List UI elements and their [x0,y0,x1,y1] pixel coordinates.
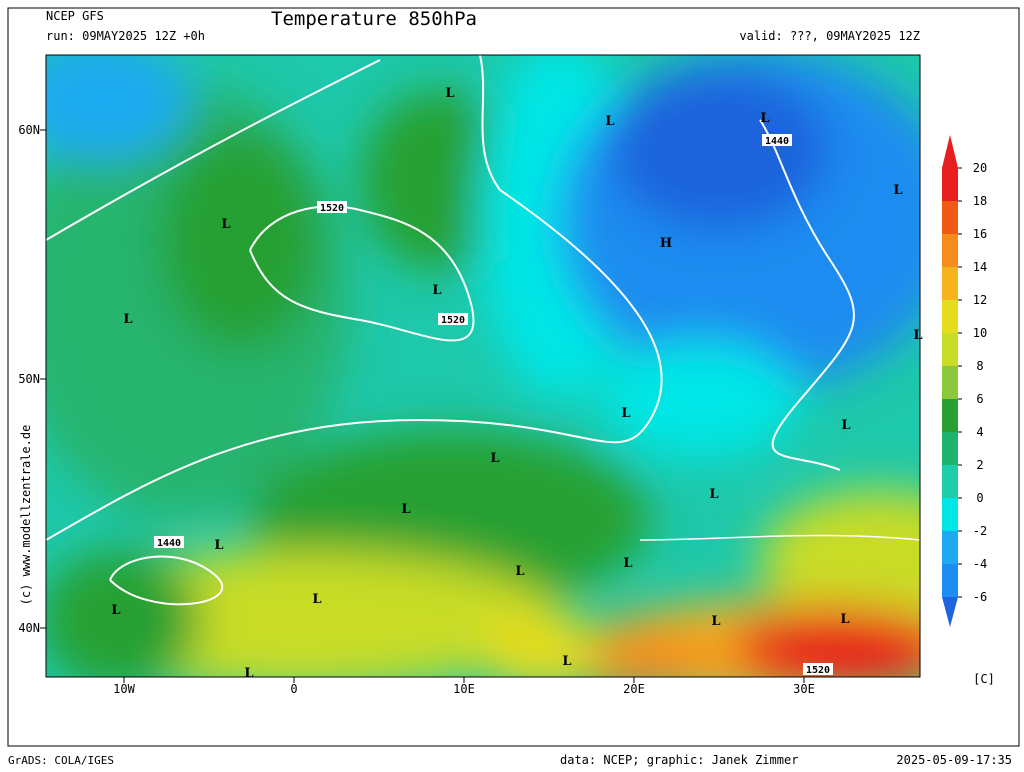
colorbar-label: 14 [973,260,987,274]
footer-right: 2025-05-09-17:35 [896,753,1012,767]
colorbar-band [942,465,958,498]
pressure-center: L [312,592,321,607]
pressure-center: L [913,328,922,343]
colorbar-label: 0 [976,491,983,505]
colorbar-band [942,300,958,333]
unit: [C] [973,672,995,686]
pressure-center: L [221,217,230,232]
pressure-center: L [621,406,630,421]
contour-label: 1440 [765,136,789,147]
colorbar-label: 20 [973,161,987,175]
run: run: 09MAY2025 12Z +0h [46,29,205,43]
pressure-center: H [660,236,672,251]
pressure-center: L [605,114,614,129]
colorbar-band [942,531,958,564]
contour-label: 1520 [441,315,465,326]
colorbar-label: -6 [973,590,987,604]
contour-label: 1440 [157,538,181,549]
pressure-center: L [709,487,718,502]
contour-label-bg [438,313,468,325]
contour-label-bg [154,536,184,548]
contour-label-bg [317,201,347,213]
colorbar-label: 2 [976,458,983,472]
colorbar-band [942,399,958,432]
colorbar-band [942,201,958,234]
pressure-center: L [244,666,253,681]
pressure-center: L [432,283,441,298]
colorbar-label: 12 [973,293,987,307]
lon-label: 20E [623,682,645,696]
valid: valid: ???, 09MAY2025 12Z [739,29,920,43]
credit: (c) www.modellzentrale.de [19,425,33,606]
footer-middle: data: NCEP; graphic: Janek Zimmer [560,753,798,767]
lat-label: 50N [18,372,40,386]
colorbar-bottom [942,597,958,627]
lon-label: 10W [113,682,135,696]
map [46,55,920,677]
colorbar-band [942,564,958,597]
lon-label: 0 [290,682,297,696]
colorbar-band [942,432,958,465]
lon-label: 30E [793,682,815,696]
lon-label: 10E [453,682,475,696]
colorbar-label: 6 [976,392,983,406]
pressure-center: L [623,556,632,571]
pressure-center: L [840,612,849,627]
colorbar-label: 16 [973,227,987,241]
pressure-center: L [562,654,571,669]
colorbar-top [942,135,958,168]
colorbar-band [942,498,958,531]
colorbar-band [942,366,958,399]
pressure-center: L [515,564,524,579]
model: NCEP GFS [46,9,104,23]
lat-label: 40N [18,621,40,635]
colorbar-label: -2 [973,524,987,538]
pressure-center: L [214,538,223,553]
colorbar-band [942,234,958,267]
colorbar-label: 18 [973,194,987,208]
pressure-center: L [445,86,454,101]
colorbar-band [942,333,958,366]
pressure-center: L [111,603,120,618]
contour-label-bg [762,134,792,146]
colorbar-band [942,267,958,300]
colorbar-label: 4 [976,425,983,439]
frame [7,7,1020,747]
lat-label: 60N [18,123,40,137]
colorbar-label: 10 [973,326,987,340]
contour-label: 1520 [320,203,344,214]
pressure-center: L [711,614,720,629]
footer-left: GrADS: COLA/IGES [8,754,114,767]
colorbar-label: -4 [973,557,987,571]
contour-label-bg [803,663,833,675]
pressure-center: L [760,111,769,126]
map-frame [45,54,921,678]
title: Temperature 850hPa [271,8,477,30]
pressure-center: L [841,418,850,433]
pressure-center: L [893,183,902,198]
contour-label: 1520 [806,665,830,676]
pressure-center: L [490,451,499,466]
colorbar-band [942,168,958,201]
pressure-center: L [123,312,132,327]
pressure-center: L [401,502,410,517]
colorbar-label: 8 [976,359,983,373]
